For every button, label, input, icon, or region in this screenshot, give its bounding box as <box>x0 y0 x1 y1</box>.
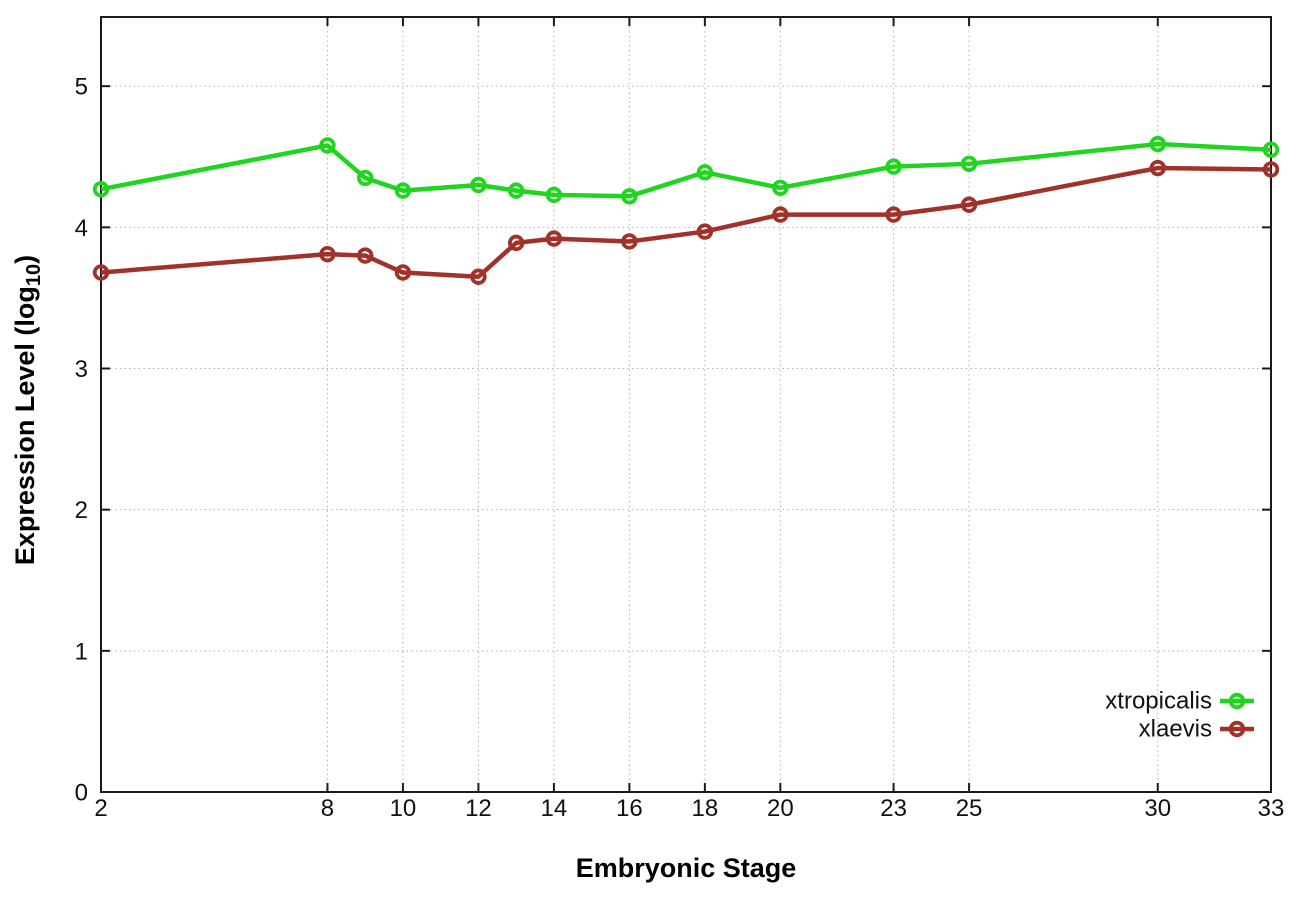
data-point-xtropicalis <box>885 158 902 175</box>
y-tick-label: 1 <box>75 638 88 665</box>
data-point-xtropicalis <box>507 182 525 199</box>
data-point-xtropicalis <box>621 188 638 205</box>
data-point-xtropicalis <box>470 176 487 194</box>
series-line-xlaevis <box>100 165 1272 279</box>
data-point-xlaevis <box>772 206 789 223</box>
data-point-xlaevis <box>545 230 563 247</box>
legend-marker-xlaevis <box>1228 720 1246 738</box>
x-tick-label: 12 <box>465 795 492 822</box>
data-point-xtropicalis <box>394 182 412 199</box>
series-layer <box>92 135 1280 285</box>
data-point-xtropicalis <box>356 169 374 187</box>
data-point-xlaevis <box>394 264 412 281</box>
data-point-xtropicalis <box>1149 135 1166 153</box>
tick-layer <box>100 17 1272 793</box>
x-tick-label: 23 <box>880 795 907 822</box>
x-tick-label: 10 <box>390 795 417 822</box>
data-point-xlaevis <box>1262 161 1280 178</box>
data-point-xlaevis <box>507 234 525 252</box>
data-point-xlaevis <box>960 196 978 213</box>
data-point-xtropicalis <box>319 137 336 154</box>
data-point-xlaevis <box>92 264 110 281</box>
data-point-xtropicalis <box>1262 141 1280 158</box>
y-tick-label: 4 <box>75 215 88 242</box>
data-point-xlaevis <box>356 247 374 264</box>
grid-layer <box>101 17 1271 792</box>
data-point-xlaevis <box>319 245 336 263</box>
data-point-xlaevis <box>885 206 902 223</box>
legend-label-xtropicalis: xtropicalis <box>1105 688 1212 715</box>
data-point-xlaevis <box>696 223 714 240</box>
x-tick-label: 33 <box>1258 795 1285 822</box>
x-tick-label: 18 <box>692 795 719 822</box>
y-tick-label: 2 <box>75 497 88 524</box>
data-point-xlaevis <box>1149 159 1166 177</box>
x-tick-label: 30 <box>1144 795 1171 822</box>
series-line-xtropicalis <box>100 141 1272 199</box>
x-tick-label: 2 <box>94 795 107 822</box>
y-axis-label-close: ) <box>10 255 40 264</box>
y-tick-label: 0 <box>75 780 88 807</box>
x-tick-label: 16 <box>616 795 643 822</box>
data-point-xtropicalis <box>545 186 563 204</box>
y-tick-label: 5 <box>75 74 88 101</box>
legend-marker-xtropicalis <box>1228 692 1246 710</box>
legend-label-xlaevis: xlaevis <box>1139 716 1212 743</box>
plot-border <box>100 16 1272 793</box>
data-point-xtropicalis <box>696 164 714 181</box>
data-point-xtropicalis <box>772 179 789 197</box>
data-point-xtropicalis <box>960 155 978 173</box>
data-point-xlaevis <box>470 268 487 285</box>
data-point-xtropicalis <box>92 181 110 198</box>
data-point-xlaevis <box>621 233 638 250</box>
x-tick-label: 25 <box>956 795 983 822</box>
x-axis-label: Embryonic Stage <box>576 853 797 883</box>
y-axis-label: Expression Level (log10) <box>10 255 45 565</box>
y-axis-label-main: Expression Level (log <box>10 286 40 565</box>
y-axis-label-subscript: 10 <box>23 264 45 286</box>
x-tick-label: 8 <box>321 795 334 822</box>
x-tick-label: 14 <box>541 795 568 822</box>
y-tick-label: 3 <box>75 356 88 383</box>
x-tick-label: 20 <box>767 795 794 822</box>
